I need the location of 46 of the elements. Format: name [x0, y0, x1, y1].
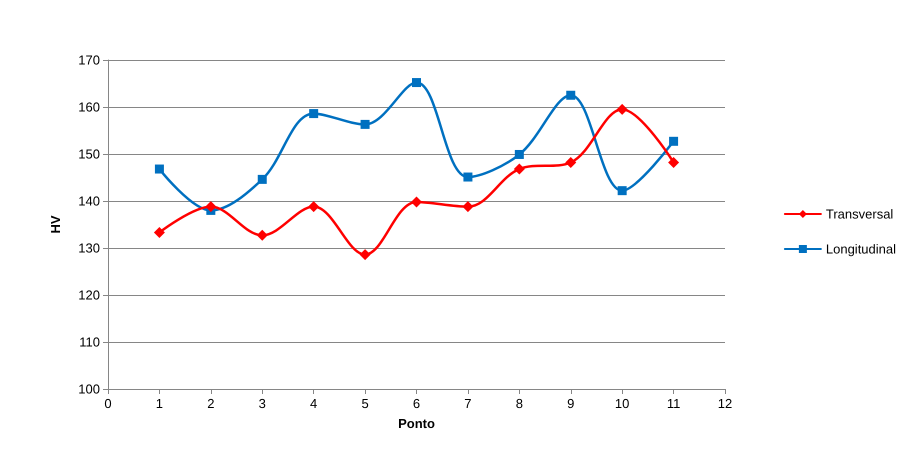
- point: [566, 90, 576, 100]
- x-tick-label: 0: [104, 396, 112, 411]
- y-tick-label: 110: [79, 334, 100, 350]
- point: [154, 226, 165, 238]
- point: [309, 109, 318, 118]
- x-tick-label: 6: [412, 396, 420, 411]
- y-tick-label: 120: [78, 288, 100, 302]
- point: [565, 156, 576, 168]
- legend-label: Transversal: [826, 206, 894, 222]
- x-tick-label: 9: [567, 396, 574, 411]
- point: [258, 174, 267, 184]
- x-tick-label: 2: [207, 396, 214, 411]
- point: [256, 230, 268, 241]
- point: [514, 150, 524, 159]
- point: [411, 196, 422, 208]
- point: [360, 120, 370, 129]
- point: [514, 164, 525, 175]
- point: [412, 78, 421, 88]
- point: [360, 249, 371, 260]
- x-tick-label: 8: [516, 396, 523, 411]
- y-axis-title: HV: [48, 215, 63, 234]
- x-tick-label: 11: [666, 396, 680, 411]
- x-tick-label: 5: [361, 396, 369, 411]
- point: [616, 104, 628, 115]
- y-tick-label: 140: [78, 194, 100, 208]
- x-tick-label: 4: [310, 396, 318, 411]
- y-tick-label: 100: [78, 382, 100, 396]
- x-tick-label: 10: [614, 396, 630, 411]
- y-tick-label: 170: [78, 52, 100, 68]
- legend-label: Longitudinal: [826, 242, 896, 256]
- point: [462, 201, 474, 212]
- x-tick-label: 3: [258, 396, 266, 411]
- point: [618, 186, 627, 196]
- point: [668, 156, 680, 168]
- x-axis-title: Ponto: [398, 416, 435, 431]
- point: [669, 136, 678, 146]
- x-tick-label: 1: [156, 396, 164, 411]
- point: [154, 164, 164, 174]
- y-tick-label: 150: [78, 146, 100, 162]
- point: [308, 201, 320, 212]
- y-tick-label: 130: [78, 240, 100, 256]
- x-tick-label: 7: [464, 396, 472, 411]
- x-tick-label: 12: [718, 396, 732, 411]
- point: [205, 201, 216, 212]
- y-tick-label: 160: [78, 100, 100, 114]
- point: [463, 172, 472, 182]
